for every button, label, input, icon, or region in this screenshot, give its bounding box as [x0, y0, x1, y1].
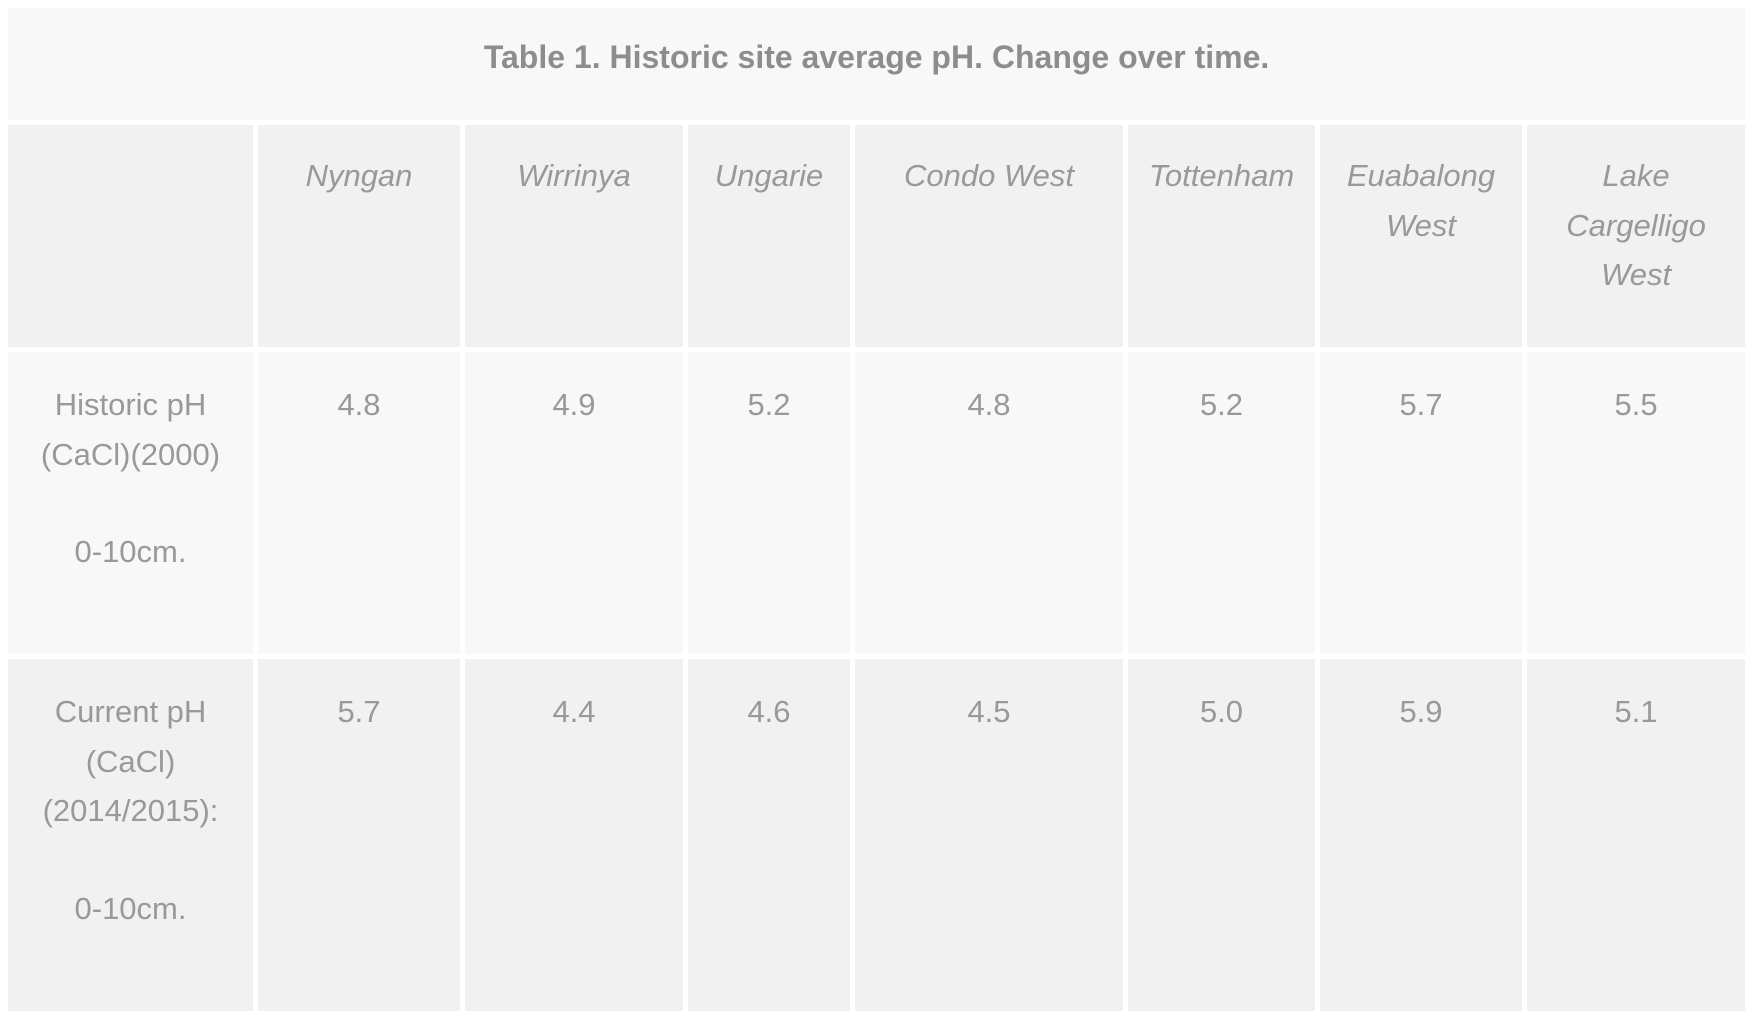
value-cell: 4.6	[688, 659, 850, 1011]
row-label-depth: 0-10cm.	[74, 890, 187, 926]
table-row: Historic pH (CaCl)(2000) 0-10cm. 4.8 4.9 5.2…	[8, 352, 1746, 654]
table-title: Table 1. Historic site average pH. Chang…	[8, 8, 1746, 120]
value-cell: 4.5	[855, 659, 1123, 1011]
row-label: Current pH (CaCl) (2014/2015): 0-10cm.	[8, 659, 253, 1011]
row-label-main: Current pH (CaCl) (2014/2015):	[42, 694, 219, 829]
column-header-tottenham: Tottenham	[1128, 125, 1315, 347]
value-cell: 4.8	[855, 352, 1123, 654]
row-label-main: Historic pH (CaCl)(2000)	[40, 387, 221, 472]
value-cell: 5.2	[1128, 352, 1315, 654]
value-cell: 5.9	[1320, 659, 1522, 1011]
table-title-row: Table 1. Historic site average pH. Chang…	[8, 8, 1746, 120]
value-cell: 4.8	[258, 352, 460, 654]
column-header-nyngan: Nyngan	[258, 125, 460, 347]
value-cell: 5.7	[258, 659, 460, 1011]
table-body: Table 1. Historic site average pH. Chang…	[8, 8, 1746, 1011]
value-cell: 4.9	[465, 352, 683, 654]
value-cell: 5.2	[688, 352, 850, 654]
column-header-ungarie: Ungarie	[688, 125, 850, 347]
row-label: Historic pH (CaCl)(2000) 0-10cm.	[8, 352, 253, 654]
column-header-row: Nyngan Wirrinya Ungarie Condo West Tottenham…	[8, 125, 1746, 347]
value-cell: 5.7	[1320, 352, 1522, 654]
column-header-lake-cargelligo-west: Lake Cargelligo West	[1527, 125, 1746, 347]
column-header-euabalong-west: Euabalong West	[1320, 125, 1522, 347]
column-header-wirrinya: Wirrinya	[465, 125, 683, 347]
value-cell: 5.5	[1527, 352, 1746, 654]
value-cell: 5.0	[1128, 659, 1315, 1011]
row-label-depth: 0-10cm.	[74, 534, 187, 570]
value-cell: 4.4	[465, 659, 683, 1011]
value-cell: 5.1	[1527, 659, 1746, 1011]
ph-change-table: Table 1. Historic site average pH. Chang…	[3, 3, 1750, 1016]
corner-cell	[8, 125, 253, 347]
column-header-condo-west: Condo West	[855, 125, 1123, 347]
table-row: Current pH (CaCl) (2014/2015): 0-10cm. 5.7…	[8, 659, 1746, 1011]
